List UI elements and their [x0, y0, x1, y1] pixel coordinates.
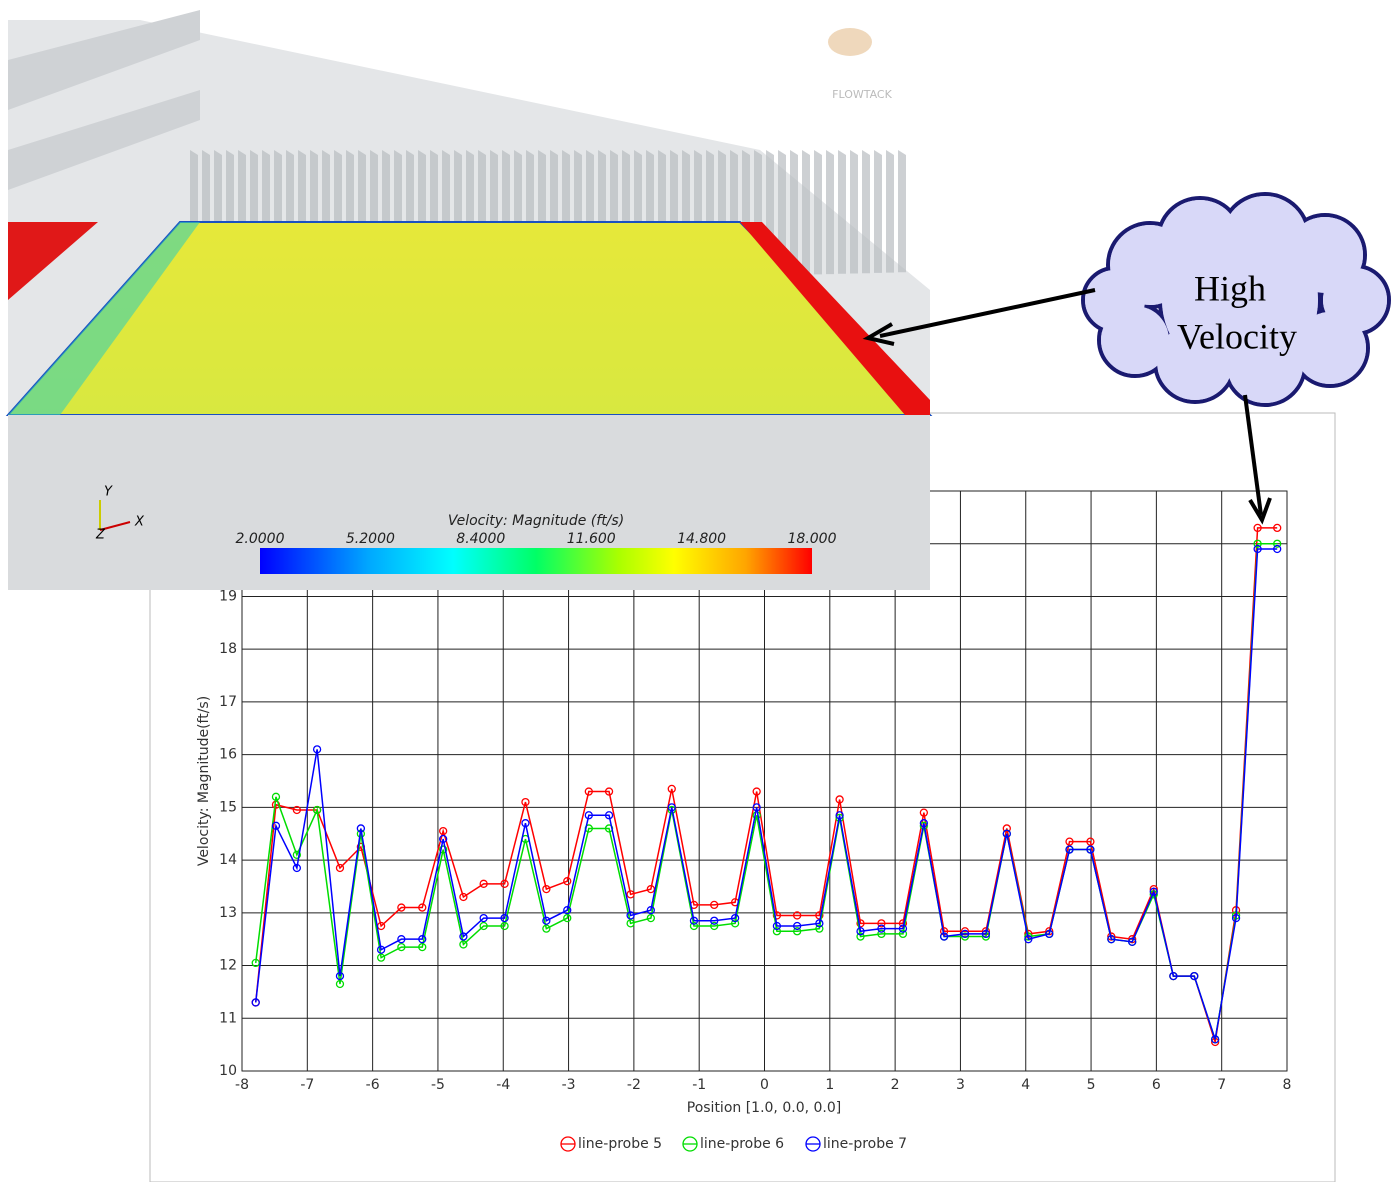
- x-tick-label: -3: [562, 1077, 576, 1093]
- x-tick-label: -2: [627, 1077, 641, 1093]
- y-tick-label: 19: [219, 588, 237, 604]
- y-tick-label: 18: [219, 641, 237, 657]
- x-tick-label: 0: [760, 1077, 769, 1093]
- axis-label: Z: [95, 528, 106, 543]
- colorbar-label: 5.2000: [346, 531, 395, 547]
- y-axis-title: Velocity: Magnitude(ft/s): [196, 696, 212, 866]
- fin: [874, 150, 882, 273]
- y-tick-label: 16: [219, 747, 237, 763]
- fin: [802, 150, 810, 275]
- x-tick-label: 1: [825, 1077, 834, 1093]
- colorbar-title: Velocity: Magnitude (ft/s): [448, 513, 624, 529]
- colorbar-label: 2.0000: [236, 531, 285, 547]
- x-tick-label: -6: [366, 1077, 380, 1093]
- colorbar-label: 18.000: [788, 531, 837, 547]
- cfd-render: Velocity: Magnitude (ft/s) 2.0000 5.2000 8…: [0, 0, 930, 590]
- x-tick-label: 3: [956, 1077, 965, 1093]
- fin: [826, 150, 834, 274]
- cloud-fill: [1085, 270, 1145, 330]
- fin: [862, 150, 870, 273]
- fin: [814, 150, 822, 274]
- x-tick-label: -7: [300, 1077, 314, 1093]
- callout-text: Velocity: [1177, 316, 1297, 356]
- x-tick-label: -5: [431, 1077, 445, 1093]
- colorbar-label: 14.800: [677, 531, 726, 547]
- logo: FLOWTACK: [832, 88, 892, 101]
- x-tick-label: -4: [496, 1077, 510, 1093]
- axis-label: Y: [104, 485, 113, 500]
- legend-label: line-probe 5: [578, 1136, 662, 1152]
- colorbar: [260, 548, 812, 574]
- fin: [886, 150, 894, 273]
- fin: [898, 150, 906, 272]
- y-tick-label: 11: [219, 1010, 237, 1026]
- x-tick-label: 8: [1283, 1077, 1292, 1093]
- figure: Position [1.0, 0.0, 0.0] Velocity: Magni…: [0, 0, 1399, 1182]
- x-tick-label: -1: [692, 1077, 706, 1093]
- y-tick-label: 14: [219, 852, 237, 868]
- x-tick-label: 2: [891, 1077, 900, 1093]
- fin: [850, 150, 858, 274]
- y-tick-label: 15: [219, 799, 237, 815]
- axis-label: X: [134, 515, 145, 530]
- fin: [838, 150, 846, 274]
- colorbar-label: 8.4000: [456, 531, 505, 547]
- x-tick-label: -8: [235, 1077, 249, 1093]
- page: Position [1.0, 0.0, 0.0] Velocity: Magni…: [0, 0, 1399, 1182]
- x-axis-title: Position [1.0, 0.0, 0.0]: [687, 1100, 841, 1116]
- legend-label: line-probe 7: [823, 1136, 907, 1152]
- logo-mark: [828, 28, 872, 56]
- x-tick-label: 7: [1217, 1077, 1226, 1093]
- colorbar-label: 11.600: [567, 531, 616, 547]
- legend-label: line-probe 6: [700, 1136, 784, 1152]
- y-tick-label: 17: [219, 694, 237, 710]
- x-tick-label: 6: [1152, 1077, 1161, 1093]
- x-tick-label: 5: [1087, 1077, 1096, 1093]
- y-tick-label: 13: [219, 905, 237, 921]
- callout-text: High: [1194, 268, 1266, 308]
- x-tick-label: 4: [1021, 1077, 1030, 1093]
- y-tick-label: 12: [219, 958, 237, 974]
